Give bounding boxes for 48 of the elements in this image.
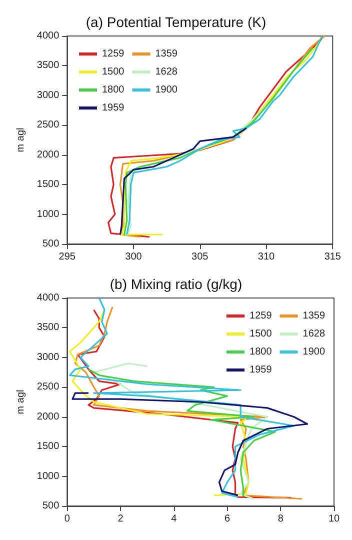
y-tick-label: 4000	[36, 30, 60, 42]
y-axis-title: m agl	[16, 128, 26, 152]
legend-label: 1959	[102, 102, 125, 114]
x-tick-label: 310	[258, 252, 276, 262]
y-axis-title: m agl	[16, 390, 26, 414]
y-tick-label: 1500	[36, 179, 60, 190]
y-tick-label: 2000	[36, 149, 60, 160]
x-tick-label: 315	[324, 252, 342, 262]
x-tick-label: 10	[328, 514, 340, 524]
line-series	[72, 392, 308, 496]
chart-title: (b) Mixing ratio (g/kg)	[110, 276, 242, 292]
x-tick-label: 4	[171, 514, 178, 524]
line-series	[69, 309, 250, 496]
x-tick-label: 305	[192, 252, 209, 262]
y-tick-label: 2500	[36, 120, 60, 131]
x-tick-label: 0	[64, 514, 70, 524]
y-tick-label: 3500	[36, 60, 60, 72]
legend-label: 1500	[102, 66, 125, 78]
x-tick-label: 6	[224, 514, 230, 524]
legend-label: 1359	[155, 48, 178, 60]
y-tick-label: 2000	[36, 411, 60, 422]
legend-label: 1900	[155, 84, 178, 96]
y-tick-label: 1000	[36, 470, 60, 482]
x-tick-label: 295	[58, 252, 76, 262]
line-series	[119, 127, 248, 236]
legend-label: 1259	[250, 310, 272, 322]
y-tick-label: 4000	[36, 292, 60, 304]
x-tick-label: 8	[278, 514, 284, 524]
legend-label: 1500	[250, 328, 272, 340]
y-tick-label: 500	[42, 238, 60, 250]
legend-label: 1628	[155, 66, 178, 78]
legend-label: 1359	[302, 310, 326, 322]
legend-label: 1800	[250, 346, 272, 358]
legend-label: 1628	[302, 328, 326, 340]
chart-title: (a) Potential Temperature (K)	[86, 14, 266, 30]
y-tick-label: 3000	[36, 90, 60, 101]
x-tick-label: 2	[118, 514, 124, 524]
y-tick-label: 1000	[36, 208, 60, 220]
x-tick-label: 300	[125, 252, 142, 262]
legend-label: 1900	[302, 346, 326, 358]
y-tick-label: 3000	[36, 352, 60, 363]
y-tick-label: 3500	[36, 322, 60, 334]
y-tick-label: 500	[42, 500, 60, 512]
legend-label: 1259	[102, 48, 125, 60]
y-tick-label: 2500	[36, 382, 60, 393]
legend-label: 1800	[102, 84, 125, 96]
y-tick-label: 1500	[36, 441, 60, 452]
legend-label: 1959	[250, 364, 272, 376]
